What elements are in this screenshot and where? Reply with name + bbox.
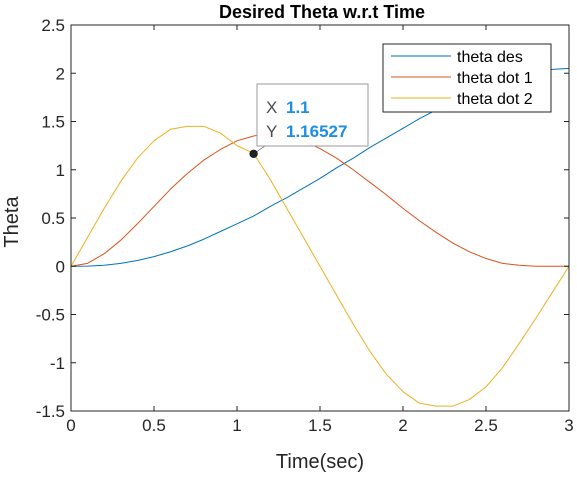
y-tick-label: -1.5 bbox=[36, 402, 65, 421]
datatip-y-label: Y bbox=[266, 122, 277, 141]
legend-label-1: theta des bbox=[457, 49, 523, 66]
x-tick-label: 0 bbox=[66, 416, 75, 435]
legend-label-3: theta dot 2 bbox=[457, 91, 533, 108]
y-tick-label: 2.5 bbox=[41, 16, 65, 35]
y-tick-label: -1 bbox=[50, 354, 65, 373]
y-axis-title: Theta bbox=[1, 196, 23, 248]
x-tick-label: 1 bbox=[232, 416, 241, 435]
x-tick-label: 2.5 bbox=[474, 416, 498, 435]
y-tick-label: 2 bbox=[56, 64, 65, 83]
datatip-y-value: 1.16527 bbox=[286, 122, 347, 141]
y-tick-label: -0.5 bbox=[36, 306, 65, 325]
x-tick-label: 1.5 bbox=[308, 416, 332, 435]
legend-label-2: theta dot 1 bbox=[457, 70, 533, 87]
y-tick-label: 1.5 bbox=[41, 113, 65, 132]
ticks-layer: 0 0.5 1 1.5 2 2.5 3 -1.5 -1 -0.5 0 0.5 1 1.5 2 2.5 bbox=[36, 16, 574, 435]
datatip-x-value: 1.1 bbox=[286, 98, 310, 117]
y-tick-label: 1 bbox=[56, 161, 65, 180]
y-tick-label: 0 bbox=[56, 257, 65, 276]
x-tick-label: 0.5 bbox=[142, 416, 166, 435]
datatip-x-label: X bbox=[266, 98, 277, 117]
legend-box bbox=[382, 43, 552, 113]
x-tick-label: 2 bbox=[398, 416, 407, 435]
series-line-2[interactable] bbox=[70, 133, 569, 267]
x-tick-label: 3 bbox=[564, 416, 573, 435]
chart-title: Desired Theta w.r.t Time bbox=[219, 2, 425, 22]
datatip-marker[interactable] bbox=[249, 149, 258, 158]
y-tick-label: 0.5 bbox=[41, 209, 65, 228]
legend: theta des theta dot 1 theta dot 2 bbox=[382, 43, 552, 113]
x-axis-title: Time(sec) bbox=[276, 451, 364, 473]
series-line-3[interactable] bbox=[70, 125, 570, 407]
datatip[interactable]: X 1.1 Y 1.16527 bbox=[249, 83, 369, 158]
datatip-box[interactable] bbox=[256, 83, 369, 147]
